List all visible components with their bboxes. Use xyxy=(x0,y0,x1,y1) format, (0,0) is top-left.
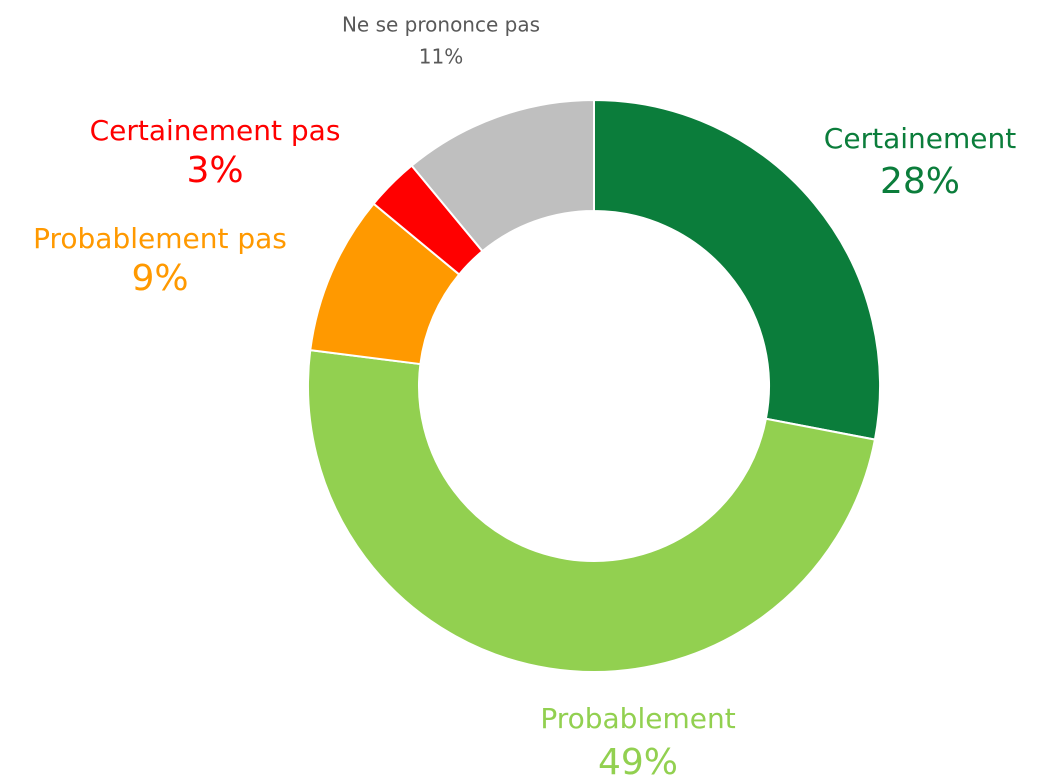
donut-slice xyxy=(593,98,881,441)
slice-label: Probablement pas xyxy=(33,222,287,255)
slice-value-label: 9% xyxy=(131,258,188,299)
slice-value-label: 49% xyxy=(598,742,678,781)
slice-label: Ne se prononce pas xyxy=(342,13,540,37)
slice-value-label: 28% xyxy=(880,161,960,202)
slice-value-label: 11% xyxy=(419,45,463,69)
slice-label: Certainement xyxy=(824,122,1016,155)
slice-label: Probablement xyxy=(540,702,735,735)
slice-value-label: 3% xyxy=(186,150,243,191)
donut-slice xyxy=(410,98,595,253)
donut-slice xyxy=(307,349,877,673)
slice-label: Certainement pas xyxy=(90,114,341,147)
